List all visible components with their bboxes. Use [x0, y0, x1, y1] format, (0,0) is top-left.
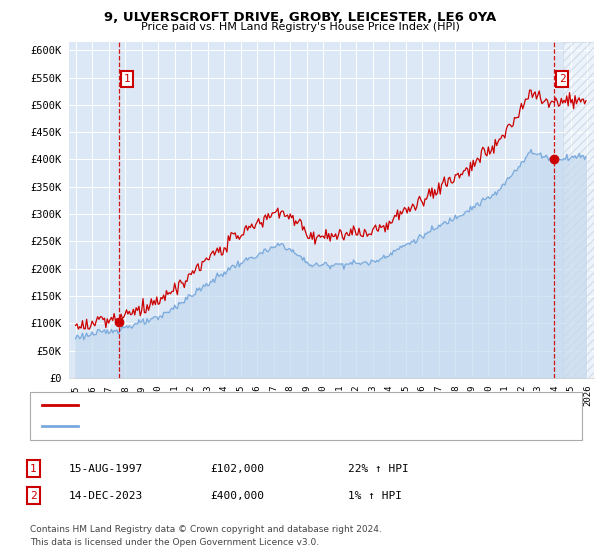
- Text: Price paid vs. HM Land Registry's House Price Index (HPI): Price paid vs. HM Land Registry's House …: [140, 22, 460, 32]
- Text: £102,000: £102,000: [210, 464, 264, 474]
- Text: 2: 2: [30, 491, 37, 501]
- Text: 1% ↑ HPI: 1% ↑ HPI: [348, 491, 402, 501]
- Text: HPI: Average price, detached house, Hinckley and Bosworth: HPI: Average price, detached house, Hinc…: [84, 421, 419, 431]
- Bar: [563, 42, 594, 378]
- Text: 9, ULVERSCROFT DRIVE, GROBY, LEICESTER, LE6 0YA (detached house): 9, ULVERSCROFT DRIVE, GROBY, LEICESTER, …: [84, 400, 460, 410]
- Text: 9, ULVERSCROFT DRIVE, GROBY, LEICESTER, LE6 0YA: 9, ULVERSCROFT DRIVE, GROBY, LEICESTER, …: [104, 11, 496, 24]
- Text: 15-AUG-1997: 15-AUG-1997: [69, 464, 143, 474]
- Text: 1: 1: [30, 464, 37, 474]
- Text: Contains HM Land Registry data © Crown copyright and database right 2024.: Contains HM Land Registry data © Crown c…: [30, 525, 382, 534]
- Text: 22% ↑ HPI: 22% ↑ HPI: [348, 464, 409, 474]
- Text: £400,000: £400,000: [210, 491, 264, 501]
- Text: 14-DEC-2023: 14-DEC-2023: [69, 491, 143, 501]
- Text: This data is licensed under the Open Government Licence v3.0.: This data is licensed under the Open Gov…: [30, 538, 319, 547]
- Text: 1: 1: [124, 74, 131, 84]
- Text: 2: 2: [559, 74, 565, 84]
